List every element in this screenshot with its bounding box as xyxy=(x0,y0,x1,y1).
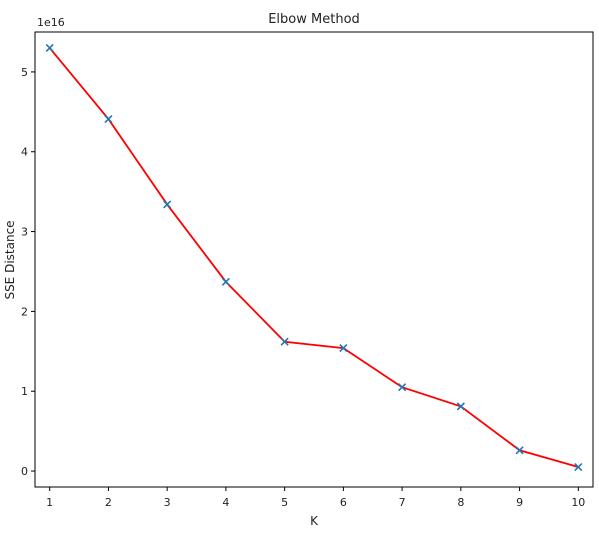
x-tick-label-7: 8 xyxy=(457,496,464,509)
data-point-9 xyxy=(515,446,524,455)
data-point-4 xyxy=(221,277,230,286)
data-point-marker-b xyxy=(280,337,289,346)
series-group xyxy=(45,43,583,472)
y-tick-label-4: 4 xyxy=(21,146,28,159)
x-tick-label-0: 1 xyxy=(46,496,53,509)
y-offset-label: 1e16 xyxy=(37,16,65,29)
data-point-6 xyxy=(339,344,348,353)
data-point-marker-b xyxy=(163,200,172,209)
x-tick-label-1: 2 xyxy=(105,496,112,509)
y-tick-label-0: 0 xyxy=(21,465,28,478)
data-point-marker-b xyxy=(221,277,230,286)
x-tick-label-9: 10 xyxy=(571,496,585,509)
data-point-2 xyxy=(104,114,113,124)
x-tick-label-8: 9 xyxy=(516,496,523,509)
data-point-8 xyxy=(456,402,465,411)
y-tick-label-5: 5 xyxy=(21,66,28,79)
data-point-marker-b xyxy=(574,462,583,472)
data-point-marker-b xyxy=(339,344,348,353)
chart-title: Elbow Method xyxy=(268,12,360,27)
data-point-10 xyxy=(574,462,583,472)
y-tick-label-2: 2 xyxy=(21,305,28,318)
x-tick-label-5: 6 xyxy=(340,496,347,509)
y-tick-label-3: 3 xyxy=(21,226,28,239)
x-tick-label-4: 5 xyxy=(281,496,288,509)
x-axis-ticks: 1 2 3 4 5 6 7 8 9 10 xyxy=(46,487,585,509)
plot-area xyxy=(34,31,594,488)
data-point-marker-b xyxy=(456,402,465,411)
x-axis-label: K xyxy=(310,514,319,528)
series-line-0 xyxy=(48,47,579,468)
data-point-3 xyxy=(163,200,172,209)
y-axis-ticks: 0 1 2 3 4 5 xyxy=(21,66,35,478)
x-tick-label-6: 7 xyxy=(399,496,406,509)
x-tick-label-3: 4 xyxy=(222,496,229,509)
y-axis-label: SSE Distance xyxy=(3,220,17,299)
data-point-1 xyxy=(45,43,54,53)
data-point-5 xyxy=(280,337,289,346)
data-point-marker-b xyxy=(45,43,54,53)
x-tick-label-2: 3 xyxy=(164,496,171,509)
y-tick-label-1: 1 xyxy=(21,385,28,398)
data-point-marker-b xyxy=(104,114,113,124)
data-point-7 xyxy=(398,383,407,392)
data-point-marker-b xyxy=(398,383,407,392)
data-point-marker-b xyxy=(515,446,524,455)
